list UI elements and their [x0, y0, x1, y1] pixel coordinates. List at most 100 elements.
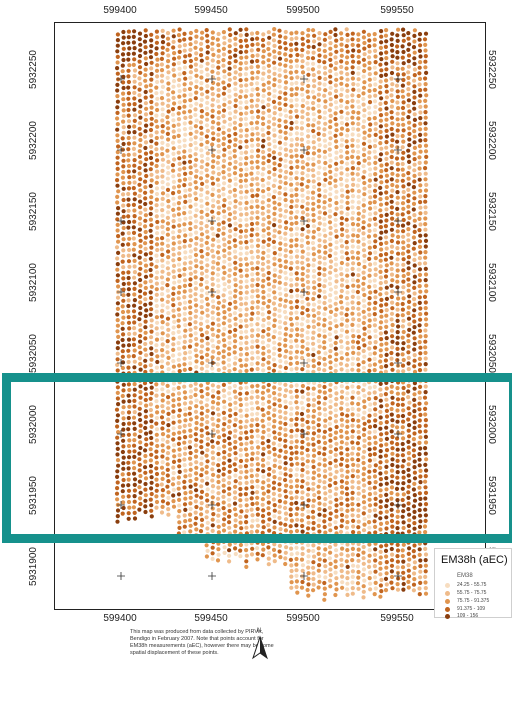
survey-point: [221, 528, 227, 533]
survey-point: [289, 384, 294, 389]
survey-point: [176, 262, 182, 267]
survey-point: [216, 227, 221, 233]
survey-point: [115, 178, 120, 183]
survey-point: [143, 375, 148, 380]
survey-point: [159, 247, 164, 252]
survey-point: [379, 404, 384, 409]
survey-point: [327, 298, 333, 303]
survey-point: [373, 502, 378, 507]
survey-point: [278, 129, 283, 134]
survey-point: [239, 470, 244, 475]
survey-point: [328, 399, 333, 404]
survey-point: [260, 390, 265, 395]
survey-point: [266, 506, 271, 511]
survey-point: [311, 112, 316, 117]
survey-point: [126, 477, 131, 482]
survey-point: [255, 406, 261, 411]
survey-point: [131, 62, 136, 67]
survey-point: [154, 253, 159, 258]
survey-point: [272, 346, 277, 351]
survey-point: [351, 518, 356, 523]
survey-point: [132, 454, 137, 459]
survey-point: [361, 494, 367, 499]
survey-point: [211, 349, 216, 354]
survey-point: [322, 368, 327, 373]
survey-point: [121, 35, 126, 40]
survey-point: [138, 137, 143, 143]
survey-point: [345, 77, 350, 82]
survey-point: [356, 502, 361, 507]
survey-point: [120, 393, 125, 399]
survey-point: [278, 291, 283, 296]
survey-point: [351, 48, 356, 53]
survey-point: [171, 359, 176, 364]
survey-point: [339, 568, 344, 574]
survey-point: [277, 202, 282, 207]
survey-point: [216, 295, 221, 300]
survey-point: [266, 136, 271, 141]
survey-point: [322, 116, 327, 121]
survey-point: [143, 218, 148, 223]
survey-point: [356, 133, 361, 138]
survey-point: [339, 428, 344, 434]
survey-point: [395, 218, 400, 223]
survey-point: [384, 537, 389, 542]
survey-point: [384, 246, 389, 251]
survey-point: [216, 491, 221, 496]
survey-point: [379, 342, 384, 347]
survey-point: [149, 385, 154, 390]
survey-point: [367, 245, 372, 250]
survey-point: [205, 548, 210, 554]
survey-point: [351, 182, 356, 187]
survey-point: [356, 418, 361, 423]
survey-point: [339, 76, 344, 81]
survey-point: [233, 42, 238, 47]
survey-point: [182, 110, 187, 115]
survey-point: [322, 284, 327, 289]
survey-point: [255, 316, 260, 321]
survey-point: [283, 74, 288, 79]
survey-point: [267, 405, 272, 410]
survey-point: [205, 498, 210, 503]
survey-point: [294, 556, 299, 562]
survey-point: [344, 441, 349, 446]
survey-point: [328, 438, 333, 443]
survey-point: [187, 445, 192, 450]
survey-point: [149, 161, 154, 166]
survey-point: [171, 487, 176, 492]
survey-point: [328, 136, 333, 141]
survey-point: [221, 494, 226, 499]
survey-point: [210, 209, 215, 214]
survey-point: [266, 304, 271, 309]
survey-point: [193, 124, 198, 129]
survey-point: [166, 507, 171, 512]
survey-point: [323, 233, 328, 238]
survey-point: [367, 564, 372, 570]
survey-point: [355, 564, 360, 569]
survey-point: [176, 296, 181, 301]
survey-point: [400, 402, 405, 407]
survey-point: [389, 507, 394, 512]
survey-point: [187, 109, 192, 114]
survey-point: [227, 531, 232, 536]
survey-point: [244, 245, 249, 250]
survey-point: [193, 348, 198, 353]
survey-point: [148, 49, 153, 54]
survey-point: [188, 221, 193, 226]
survey-point: [115, 480, 120, 485]
survey-point: [401, 257, 406, 262]
survey-point: [243, 195, 249, 200]
survey-point: [390, 423, 395, 428]
survey-point: [182, 295, 187, 300]
survey-point: [339, 283, 345, 288]
survey-point: [188, 338, 193, 344]
survey-point: [328, 113, 333, 118]
survey-point: [367, 301, 372, 306]
survey-point: [249, 541, 254, 546]
survey-point: [339, 501, 344, 506]
survey-point: [328, 97, 333, 102]
survey-point: [407, 42, 412, 47]
survey-point: [267, 298, 272, 304]
survey-point: [351, 126, 356, 131]
survey-point: [390, 552, 395, 557]
